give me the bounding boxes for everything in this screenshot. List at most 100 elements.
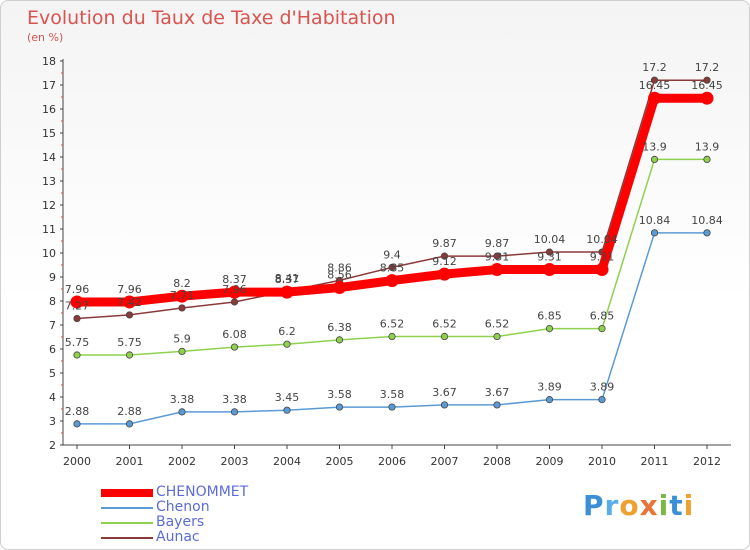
data-point-chenon <box>598 396 606 404</box>
data-label-chenon: 3.38 <box>170 393 195 406</box>
y-tick-label: 2 <box>49 439 56 452</box>
x-tick-label: 2006 <box>378 455 406 468</box>
data-point-bayers <box>703 155 711 163</box>
legend-swatch-chenommet <box>101 489 153 497</box>
data-point-bayers <box>125 351 134 359</box>
data-label-bayers: 6.38 <box>327 321 352 334</box>
data-label-chenon: 3.45 <box>275 391 300 404</box>
legend-label-bayers: Bayers <box>156 514 205 530</box>
data-label-chenon: 10.84 <box>639 214 671 227</box>
data-point-chenommet <box>700 91 714 105</box>
legend-item-chenommet: CHENOMMET <box>101 485 361 500</box>
data-point-chenommet <box>175 289 189 303</box>
legend-swatch-bayers <box>101 522 153 524</box>
x-tick-label: 2012 <box>693 455 721 468</box>
data-label-chenommet: 7.96 <box>117 283 142 296</box>
data-label-bayers: 6.85 <box>590 310 615 323</box>
chart-subtitle: (en %) <box>27 31 64 44</box>
x-tick-label: 2001 <box>116 455 144 468</box>
data-label-chenon: 3.67 <box>485 386 510 399</box>
y-tick-label: 5 <box>49 367 56 380</box>
data-label-aunac: 9.87 <box>432 237 457 250</box>
legend-item-bayers: Bayers <box>101 515 361 530</box>
data-label-bayers: 5.75 <box>65 336 90 349</box>
data-point-chenon <box>230 408 239 416</box>
x-tick-label: 2003 <box>221 455 249 468</box>
data-point-chenon <box>178 408 186 416</box>
legend-label-aunac: Aunac <box>156 529 200 545</box>
data-label-chenon: 2.88 <box>65 405 90 418</box>
data-label-bayers: 13.9 <box>695 140 720 153</box>
data-point-aunac <box>178 304 186 312</box>
data-label-aunac: 10.04 <box>534 233 566 246</box>
data-label-chenommet: 9.12 <box>432 255 457 268</box>
data-label-chenommet: 9.31 <box>485 251 510 264</box>
y-tick-label: 8 <box>49 295 56 308</box>
data-label-bayers: 6.2 <box>278 325 296 338</box>
data-label-chenommet: 9.31 <box>537 251 562 264</box>
x-tick-label: 2011 <box>641 455 669 468</box>
data-label-aunac: 9.4 <box>383 248 401 261</box>
x-tick-label: 2009 <box>536 455 564 468</box>
data-label-chenon: 3.38 <box>222 393 247 406</box>
y-tick-label: 9 <box>49 271 56 284</box>
data-point-aunac <box>650 76 659 84</box>
x-tick-label: 2002 <box>168 455 196 468</box>
data-point-chenommet <box>70 295 84 309</box>
data-point-chenon <box>650 229 659 237</box>
data-point-chenommet <box>123 295 136 309</box>
x-tick-label: 2004 <box>273 455 301 468</box>
legend-label-chenon: Chenon <box>156 499 210 515</box>
data-point-chenommet <box>228 285 241 299</box>
data-label-chenommet: 8.2 <box>173 277 191 290</box>
data-point-aunac <box>73 314 81 323</box>
data-label-chenon: 10.84 <box>691 214 723 227</box>
data-label-chenommet: 16.45 <box>639 79 671 92</box>
data-label-aunac: 8.86 <box>327 261 352 274</box>
data-point-bayers <box>493 332 501 341</box>
x-tick-label: 2008 <box>483 455 511 468</box>
data-label-chenon: 3.67 <box>432 386 457 399</box>
y-tick-label: 14 <box>42 151 56 164</box>
data-point-chenommet <box>280 285 294 299</box>
x-tick-label: 2005 <box>326 455 354 468</box>
x-tick-label: 2007 <box>431 455 459 468</box>
legend-swatch-aunac <box>101 537 153 539</box>
data-label-bayers: 6.08 <box>222 328 247 341</box>
data-label-chenon: 2.88 <box>117 405 142 418</box>
data-point-chenon <box>283 406 291 414</box>
data-point-chenommet <box>595 263 609 277</box>
legend-swatch-chenon <box>101 507 153 509</box>
data-point-aunac <box>493 252 501 260</box>
data-label-bayers: 6.85 <box>537 310 562 323</box>
data-point-chenommet <box>438 267 451 281</box>
data-label-aunac: 7.71 <box>170 289 195 302</box>
data-label-chenommet: 9.31 <box>590 251 615 264</box>
y-tick-label: 3 <box>49 415 56 428</box>
data-point-chenommet <box>385 274 399 288</box>
y-tick-label: 18 <box>42 55 56 68</box>
data-point-bayers <box>73 351 81 359</box>
data-label-bayers: 5.75 <box>117 336 142 349</box>
data-point-chenon <box>73 420 81 428</box>
data-label-chenommet: 8.56 <box>327 269 352 282</box>
data-point-chenommet <box>490 263 504 277</box>
data-point-chenon <box>493 401 501 409</box>
data-label-chenommet: 16.45 <box>691 79 723 92</box>
data-point-chenommet <box>543 263 556 277</box>
data-point-chenon <box>440 401 449 409</box>
data-point-bayers <box>545 324 554 333</box>
data-label-bayers: 13.9 <box>642 140 667 153</box>
data-label-chenon: 3.58 <box>327 388 352 401</box>
data-label-bayers: 6.52 <box>485 318 510 331</box>
data-point-bayers <box>650 155 659 163</box>
data-label-chenommet: 8.37 <box>275 273 300 286</box>
x-tick-label: 2000 <box>63 455 91 468</box>
y-tick-label: 13 <box>42 175 56 188</box>
y-tick-label: 6 <box>49 343 56 356</box>
data-label-aunac: 7.42 <box>117 296 142 309</box>
data-point-bayers <box>440 332 449 341</box>
data-label-aunac: 8.41 <box>275 272 300 285</box>
y-tick-label: 11 <box>42 223 56 236</box>
